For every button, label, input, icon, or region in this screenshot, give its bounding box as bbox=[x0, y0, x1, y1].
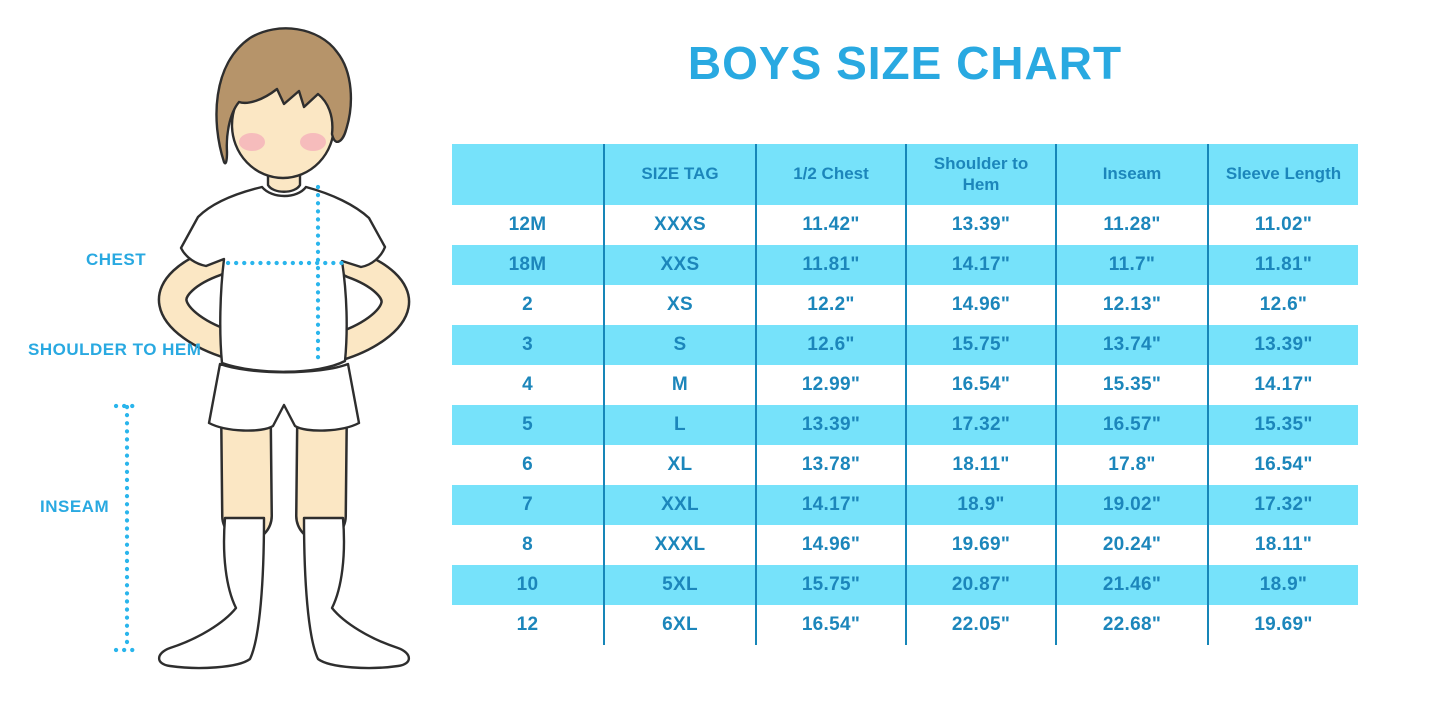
row-value-cell: XL bbox=[603, 445, 755, 485]
table-row: 4 M 12.99" 16.54" 15.35" 14.17" bbox=[452, 365, 1358, 405]
chest-label: CHEST bbox=[86, 250, 147, 269]
table-row: 3 S 12.6" 15.75" 13.74" 13.39" bbox=[452, 325, 1358, 365]
table-row: 10 5XL 15.75" 20.87" 21.46" 18.9" bbox=[452, 565, 1358, 605]
row-value-cell: 12.6" bbox=[1207, 285, 1358, 325]
blush-left bbox=[239, 133, 265, 151]
row-value-cell: 18.11" bbox=[1207, 525, 1358, 565]
row-size-cell: 6 bbox=[522, 454, 533, 475]
row-value-cell: 12.2" bbox=[755, 285, 905, 325]
row-value-cell: 6XL bbox=[603, 605, 755, 645]
row-size-cell: 12 bbox=[516, 614, 539, 635]
row-value-cell: 22.68" bbox=[1055, 605, 1207, 645]
table-row: 18M XXS 11.81" 14.17" 11.7" 11.81" bbox=[452, 245, 1358, 285]
page-title: BOYS SIZE CHART bbox=[687, 37, 1123, 89]
table-row: 2 XS 12.2" 14.96" 12.13" 12.6" bbox=[452, 285, 1358, 325]
row-value-cell: 17.32" bbox=[905, 405, 1055, 445]
row-value-cell: 20.24" bbox=[1055, 525, 1207, 565]
row-value-cell: M bbox=[603, 365, 755, 405]
column-header bbox=[452, 144, 603, 205]
row-value-cell: XXXS bbox=[603, 205, 755, 245]
row-value-cell: 14.96" bbox=[755, 525, 905, 565]
row-value-cell: 13.78" bbox=[755, 445, 905, 485]
row-size-cell: 8 bbox=[522, 534, 533, 555]
row-value-cell: 13.39" bbox=[755, 405, 905, 445]
row-size-cell: 12M bbox=[508, 214, 547, 235]
row-value-cell: 14.96" bbox=[905, 285, 1055, 325]
measurement-diagram: CHEST SHOULDER TO HEM INSEAM bbox=[0, 0, 450, 723]
row-value-cell: 14.17" bbox=[905, 245, 1055, 285]
table-row: 8 XXXL 14.96" 19.69" 20.24" 18.11" bbox=[452, 525, 1358, 565]
row-size-cell: 5 bbox=[522, 414, 533, 435]
column-header: Shoulder to Hem bbox=[905, 144, 1055, 205]
inseam-label: INSEAM bbox=[40, 497, 110, 516]
row-value-cell: 21.46" bbox=[1055, 565, 1207, 605]
row-size-cell: 3 bbox=[522, 334, 533, 355]
row-value-cell: 17.32" bbox=[1207, 485, 1358, 525]
row-value-cell: 15.75" bbox=[755, 565, 905, 605]
row-value-cell: 16.54" bbox=[1207, 445, 1358, 485]
column-header: Inseam bbox=[1055, 144, 1207, 205]
row-value-cell: 18.11" bbox=[905, 445, 1055, 485]
row-value-cell: 11.81" bbox=[1207, 245, 1358, 285]
table-row: 12 6XL 16.54" 22.05" 22.68" 19.69" bbox=[452, 605, 1358, 645]
row-value-cell: 15.35" bbox=[1055, 365, 1207, 405]
row-value-cell: 18.9" bbox=[1207, 565, 1358, 605]
row-value-cell: 20.87" bbox=[905, 565, 1055, 605]
row-size-cell: 2 bbox=[522, 294, 533, 315]
row-value-cell: 16.57" bbox=[1055, 405, 1207, 445]
size-table-body: 12M XXXS 11.42" 13.39" 11.28" 11.02" 18M XXS 11.… bbox=[452, 205, 1358, 645]
table-row: 12M XXXS 11.42" 13.39" 11.28" 11.02" bbox=[452, 205, 1358, 245]
row-value-cell: 11.42" bbox=[755, 205, 905, 245]
row-value-cell: 14.17" bbox=[1207, 365, 1358, 405]
table-row: 5 L 13.39" 17.32" 16.57" 15.35" bbox=[452, 405, 1358, 445]
row-value-cell: XXXL bbox=[603, 525, 755, 565]
row-size-cell: 18M bbox=[508, 254, 547, 275]
row-size-cell: 7 bbox=[522, 494, 533, 515]
row-value-cell: 19.69" bbox=[1207, 605, 1358, 645]
row-value-cell: XS bbox=[603, 285, 755, 325]
row-value-cell: 18.9" bbox=[905, 485, 1055, 525]
row-value-cell: 11.7" bbox=[1055, 245, 1207, 285]
row-value-cell: 13.39" bbox=[905, 205, 1055, 245]
row-value-cell: 17.8" bbox=[1055, 445, 1207, 485]
boy-illustration bbox=[113, 27, 411, 670]
row-value-cell: 12.13" bbox=[1055, 285, 1207, 325]
row-value-cell: 5XL bbox=[603, 565, 755, 605]
row-value-cell: 11.02" bbox=[1207, 205, 1358, 245]
size-table: SIZE TAG 1/2 Chest Shoulder to Hem Inseam Sl… bbox=[452, 144, 1358, 645]
row-value-cell: 12.6" bbox=[755, 325, 905, 365]
row-size-cell: 4 bbox=[522, 374, 533, 395]
row-value-cell: 19.02" bbox=[1055, 485, 1207, 525]
row-value-cell: L bbox=[603, 405, 755, 445]
row-value-cell: 11.28" bbox=[1055, 205, 1207, 245]
row-value-cell: 16.54" bbox=[905, 365, 1055, 405]
row-value-cell: 16.54" bbox=[755, 605, 905, 645]
row-value-cell: 11.81" bbox=[755, 245, 905, 285]
row-value-cell: 13.74" bbox=[1055, 325, 1207, 365]
row-value-cell: 15.35" bbox=[1207, 405, 1358, 445]
row-value-cell: 12.99" bbox=[755, 365, 905, 405]
row-value-cell: XXL bbox=[603, 485, 755, 525]
row-value-cell: S bbox=[603, 325, 755, 365]
row-value-cell: 14.17" bbox=[755, 485, 905, 525]
table-row: 7 XXL 14.17" 18.9" 19.02" 17.32" bbox=[452, 485, 1358, 525]
row-value-cell: XXS bbox=[603, 245, 755, 285]
shoulder-to-hem-label: SHOULDER TO HEM bbox=[28, 340, 202, 359]
row-value-cell: 19.69" bbox=[905, 525, 1055, 565]
row-value-cell: 13.39" bbox=[1207, 325, 1358, 365]
blush-right bbox=[300, 133, 326, 151]
row-value-cell: 15.75" bbox=[905, 325, 1055, 365]
column-header: SIZE TAG bbox=[603, 144, 755, 205]
column-header: 1/2 Chest bbox=[755, 144, 905, 205]
column-header: Sleeve Length bbox=[1207, 144, 1358, 205]
size-table-header-row: SIZE TAG 1/2 Chest Shoulder to Hem Inseam Sl… bbox=[452, 144, 1358, 205]
table-row: 6 XL 13.78" 18.11" 17.8" 16.54" bbox=[452, 445, 1358, 485]
row-value-cell: 22.05" bbox=[905, 605, 1055, 645]
row-size-cell: 10 bbox=[516, 574, 539, 595]
